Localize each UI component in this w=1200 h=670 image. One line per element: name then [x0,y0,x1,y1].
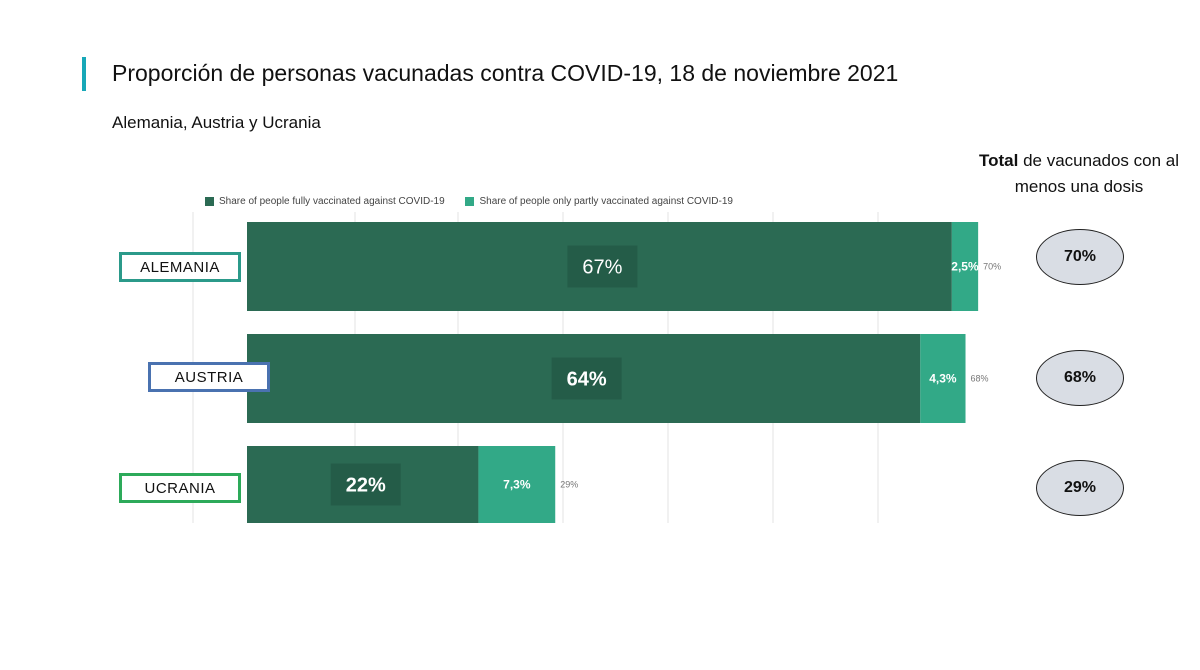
country-label-austria: AUSTRIA [148,362,270,392]
total-bubble-alemania: 70% [1036,229,1124,285]
page-subtitle: Alemania, Austria y Ucrania [112,113,321,132]
end-label-austria: 68% [971,374,989,384]
value-box-fully-ucrania [330,463,401,506]
title-accent-bar [82,57,86,91]
value-label-partly-ucrania: 7,3% [503,478,531,492]
value-label-partly-alemania: 2,5% [951,260,979,274]
legend-label-fully: Share of people fully vaccinated against… [219,196,445,207]
totals-heading-bold: Total [978,151,1019,170]
page-title: Proporción de personas vacunadas contra … [112,60,899,86]
total-bubble-austria: 68% [1036,350,1124,406]
legend-swatch-fully [205,197,214,206]
legend-label-partly: Share of people only partly vaccinated a… [479,196,733,207]
country-label-ucrania: UCRANIA [119,473,241,503]
bar-partly-ucrania [478,446,556,523]
legend-item-partly: Share of people only partly vaccinated a… [465,196,733,207]
legend-swatch-partly [465,197,475,206]
country-label-alemania: ALEMANIA [119,252,241,282]
bar-partly-austria [920,334,966,423]
totals-heading-rest: de vacunados con al menos una dosis [1014,151,1180,196]
value-label-fully-austria: 64% [567,369,607,391]
value-label-partly-austria: 4,3% [929,372,957,386]
chart-legend: Share of people fully vaccinated against… [205,196,751,209]
value-box-fully-alemania [567,245,638,288]
value-label-fully-alemania: 67% [582,257,622,279]
bar-partly-alemania [951,222,979,311]
legend-item-fully: Share of people fully vaccinated against… [205,196,445,207]
value-box-fully-austria [551,357,622,400]
totals-heading: Total de vacunados con al menos una dosi… [958,148,1200,200]
end-label-alemania: 70% [983,262,1001,272]
total-bubble-ucrania: 29% [1036,460,1124,516]
end-label-ucrania: 29% [560,480,578,490]
value-label-fully-ucrania: 22% [346,475,386,497]
